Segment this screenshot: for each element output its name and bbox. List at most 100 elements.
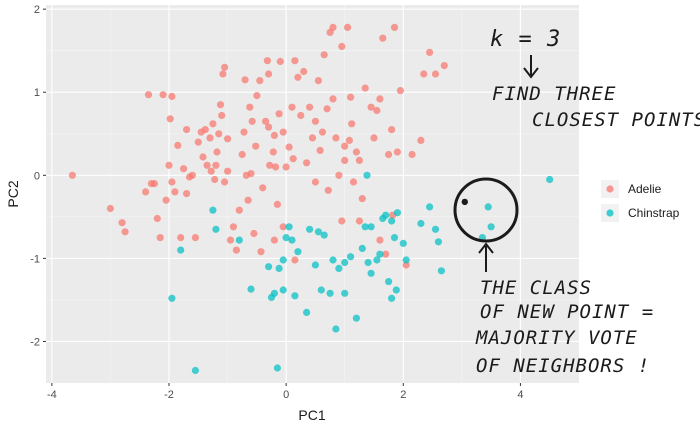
legend-label-adelie: Adelie (628, 182, 662, 196)
point-chinstrap (390, 234, 399, 242)
point-adelie (269, 148, 277, 156)
point-adelie (341, 142, 349, 150)
point-adelie (376, 95, 384, 103)
point-adelie (390, 23, 399, 31)
point-chinstrap (358, 244, 366, 252)
point-adelie (329, 23, 337, 31)
point-adelie (440, 62, 448, 70)
point-adelie (248, 117, 256, 125)
point-adelie (226, 236, 235, 244)
point-chinstrap (352, 314, 360, 322)
point-adelie (382, 250, 390, 258)
point-chinstrap (437, 267, 445, 275)
point-adelie (263, 57, 271, 65)
point-adelie (338, 42, 346, 51)
point-adelie (238, 150, 246, 159)
point-adelie (257, 248, 265, 256)
point-adelie (408, 150, 416, 159)
point-chinstrap (367, 269, 375, 277)
point-adelie (142, 188, 150, 196)
point-chinstrap (484, 203, 492, 211)
point-adelie (253, 92, 261, 100)
point-adelie (259, 184, 267, 192)
point-adelie (106, 204, 114, 213)
x-axis-title: PC1 (298, 407, 325, 423)
y-tick-label: 1 (34, 87, 40, 99)
point-adelie (206, 134, 214, 142)
point-adelie (420, 70, 428, 78)
point-adelie (358, 195, 366, 203)
point-adelie (165, 161, 173, 169)
point-chinstrap (417, 219, 425, 228)
point-adelie (265, 70, 273, 78)
annotation-find-2: CLOSEST POINTS (532, 109, 700, 131)
point-chinstrap (363, 171, 371, 179)
point-chinstrap (285, 223, 293, 231)
point-adelie (188, 171, 196, 179)
point-adelie (240, 128, 248, 136)
point-adelie (373, 106, 381, 115)
point-chinstrap (373, 256, 381, 264)
annotation-find-1: FIND THREE (492, 83, 616, 105)
point-chinstrap (320, 231, 328, 239)
y-tick-label: 0 (34, 170, 40, 182)
point-chinstrap (275, 264, 283, 272)
annotation-class-2: OF NEW POINT = (480, 301, 654, 323)
point-adelie (191, 234, 199, 242)
y-tick-label: -1 (30, 253, 40, 265)
point-adelie (294, 73, 302, 81)
point-chinstrap (388, 217, 396, 225)
point-chinstrap (367, 223, 375, 231)
point-adelie (144, 91, 153, 99)
x-tick-label: 0 (283, 389, 289, 401)
x-tick-label: 4 (517, 389, 523, 401)
point-adelie (288, 103, 296, 111)
arrow-down-k (523, 55, 539, 79)
point-adelie (323, 105, 331, 113)
point-adelie (211, 175, 219, 184)
point-chinstrap (385, 278, 393, 286)
series-chinstrap (168, 171, 554, 375)
point-adelie (171, 188, 179, 196)
point-chinstrap (291, 292, 299, 300)
point-chinstrap (341, 289, 349, 297)
point-adelie (203, 161, 211, 169)
point-adelie (282, 163, 290, 171)
point-adelie (297, 111, 305, 120)
point-adelie (311, 117, 319, 125)
point-chinstrap (282, 234, 290, 242)
point-adelie (266, 161, 274, 169)
y-axis-ticks: -2 -1 0 1 2 (30, 4, 46, 348)
point-adelie (329, 95, 337, 103)
plot-panel (46, 5, 579, 383)
point-chinstrap (270, 289, 278, 297)
point-adelie (246, 103, 254, 111)
minor-grid (46, 5, 579, 383)
point-adelie (150, 180, 158, 188)
point-adelie (219, 70, 227, 78)
series-adelie (68, 23, 448, 269)
point-chinstrap (288, 236, 296, 244)
point-adelie (285, 143, 293, 151)
point-adelie (168, 178, 176, 186)
point-adelie (252, 142, 260, 150)
point-chinstrap (314, 228, 322, 236)
point-chinstrap (279, 256, 287, 264)
point-adelie (318, 128, 327, 136)
point-adelie (201, 126, 209, 134)
legend-label-chinstrap: Chinstrap (628, 206, 680, 220)
point-adelie (388, 126, 396, 134)
point-adelie (229, 223, 237, 231)
point-adelie (279, 223, 287, 231)
point-chinstrap (317, 286, 325, 294)
point-chinstrap (294, 248, 302, 256)
point-adelie (417, 136, 425, 144)
point-adelie (180, 165, 188, 173)
point-adelie (376, 236, 384, 244)
point-adelie (345, 136, 353, 144)
point-adelie (320, 51, 328, 59)
new-point (461, 198, 468, 206)
point-adelie (256, 77, 264, 85)
point-chinstrap (177, 246, 185, 254)
